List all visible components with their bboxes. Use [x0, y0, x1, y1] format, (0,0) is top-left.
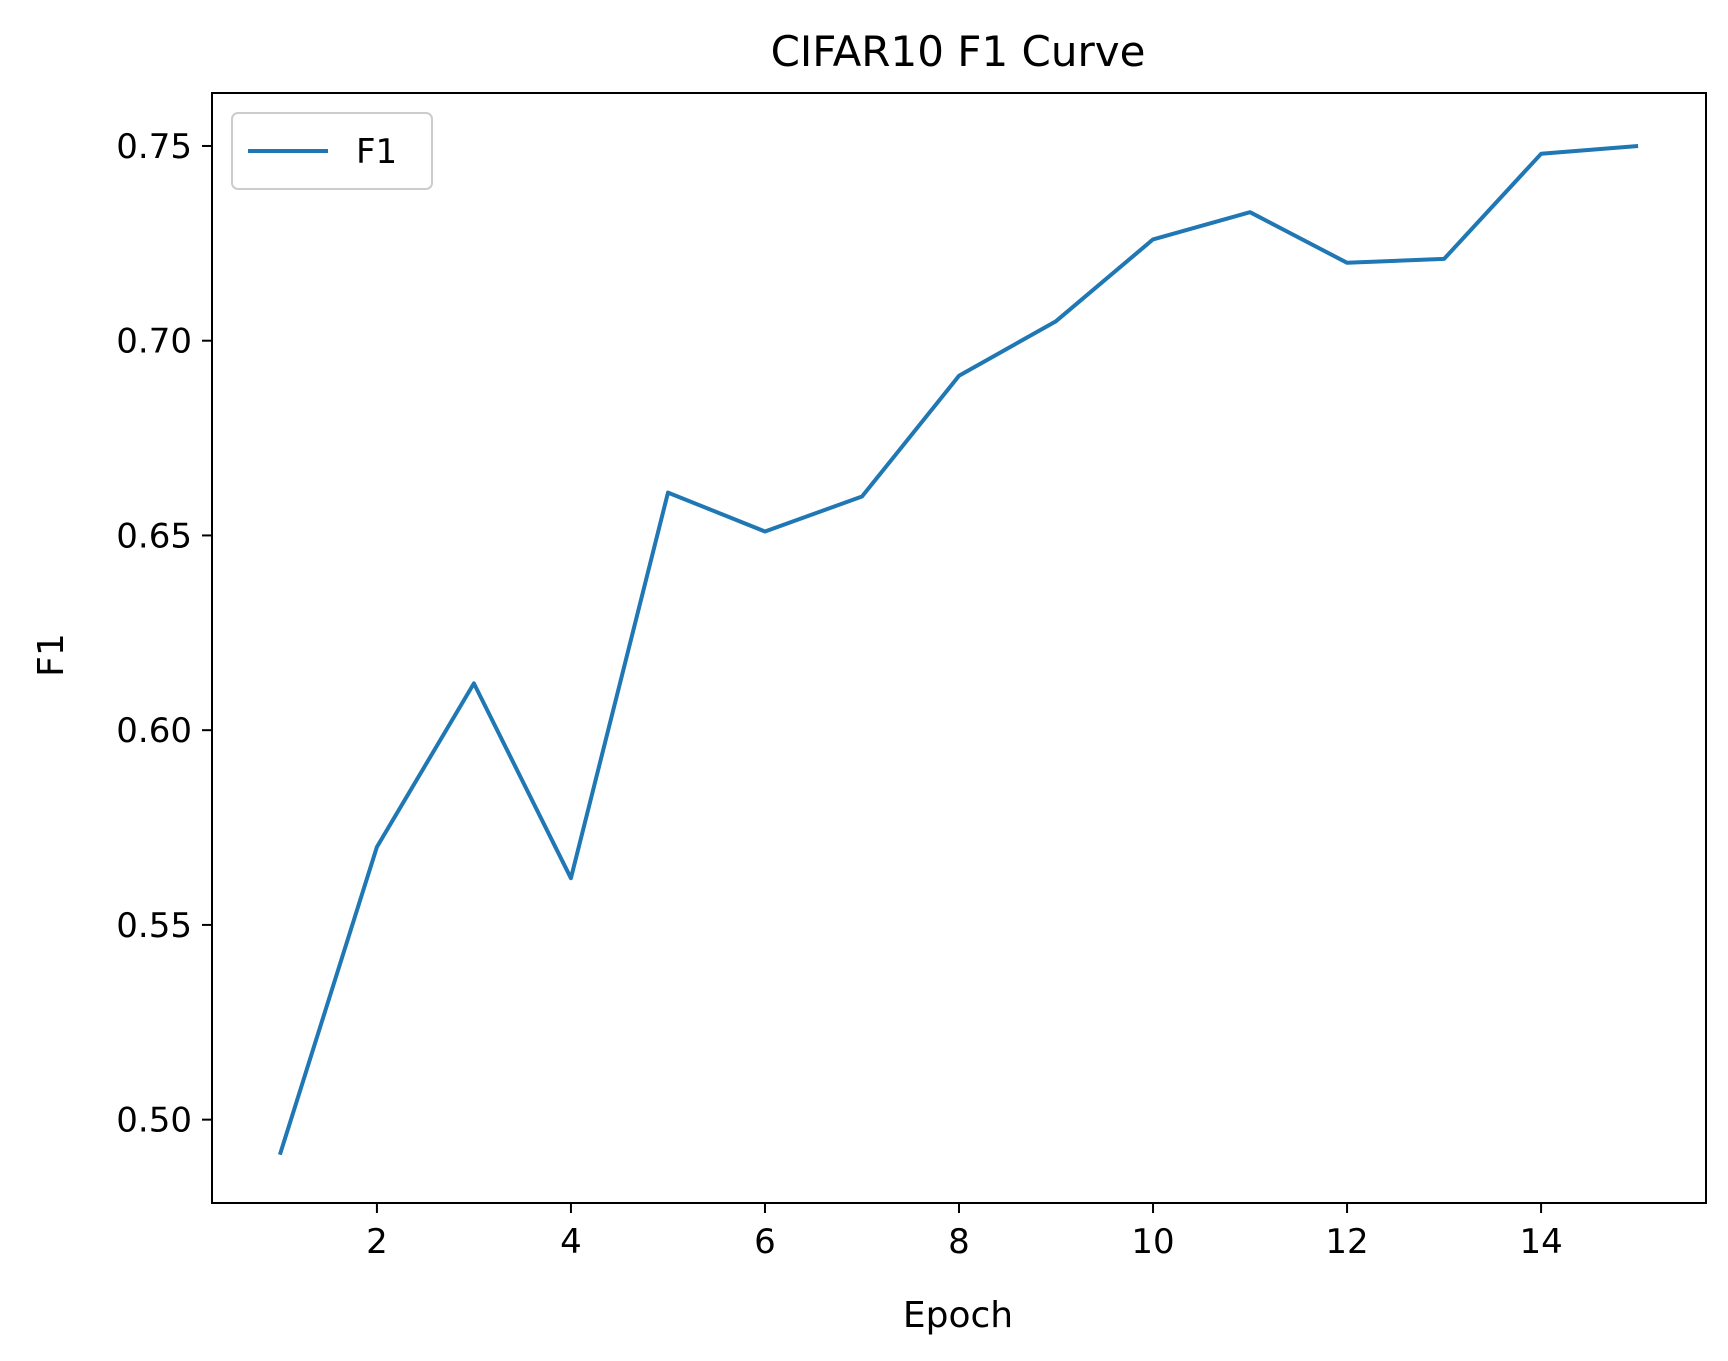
series-line-1: [277, 144, 1639, 1156]
axes: 2 4 6 8 10 12 14 0.50 0.55 0.60 0.65 0.70 0.75: [116, 92, 1707, 1262]
y-tick-label: 0.75: [116, 127, 192, 167]
chart-title: CIFAR10 F1 Curve: [771, 27, 1146, 76]
x-axis-label: Epoch: [903, 1295, 1013, 1336]
x-tick-label: 6: [754, 1222, 776, 1262]
legend: F1: [231, 112, 433, 190]
legend-box: [231, 112, 433, 190]
y-axis-label: F1: [31, 633, 72, 677]
y-tick-label: 0.65: [116, 516, 192, 556]
x-tick-label: 4: [560, 1222, 582, 1262]
x-tick-label: 12: [1325, 1222, 1368, 1262]
legend-label: F1: [356, 132, 397, 172]
y-tick-label: 0.60: [116, 711, 192, 751]
x-tick-label: 2: [366, 1222, 388, 1262]
x-tick-label: 14: [1519, 1222, 1562, 1262]
x-tick-label: 8: [948, 1222, 970, 1262]
x-tick-label: 10: [1131, 1222, 1174, 1262]
y-tick-label: 0.55: [116, 906, 192, 946]
y-tick-label: 0.50: [116, 1101, 192, 1141]
y-tick-label: 0.70: [116, 322, 192, 362]
